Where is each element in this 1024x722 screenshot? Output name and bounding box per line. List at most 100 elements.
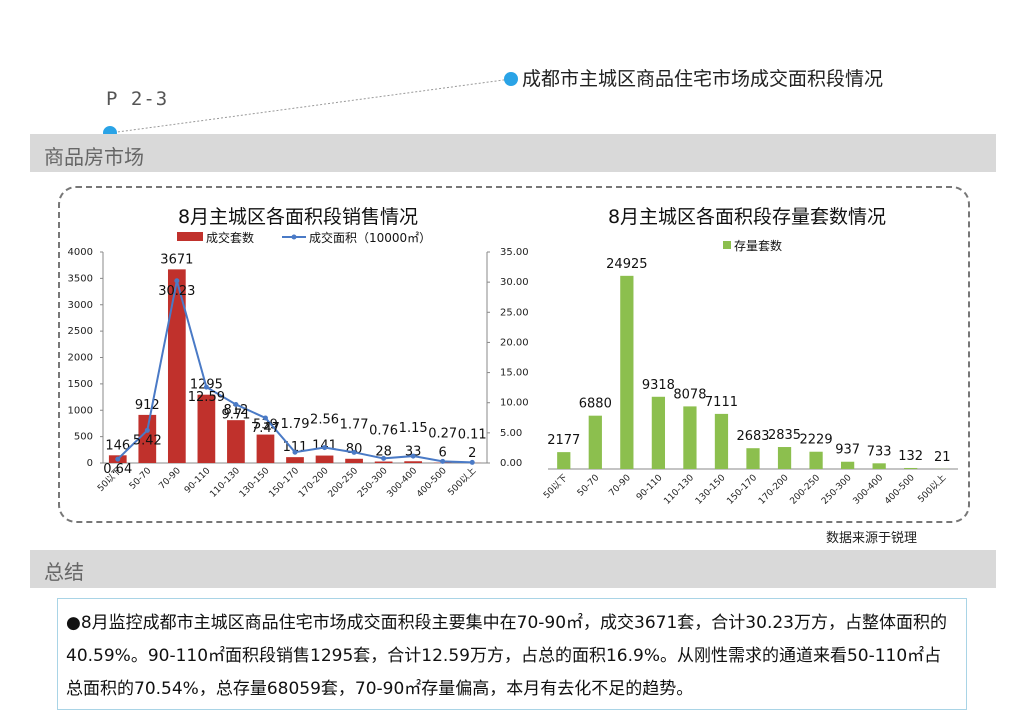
y-right-tick-label: 30.00 bbox=[500, 277, 529, 288]
legend-line-label: 成交面积（10000㎡） bbox=[309, 230, 431, 245]
stock-bar bbox=[746, 448, 760, 469]
section-bar-market bbox=[30, 134, 996, 172]
stock-bar bbox=[620, 275, 634, 469]
stock-x-tick-label: 150-170 bbox=[725, 473, 759, 507]
stock-bar bbox=[872, 463, 886, 469]
y-left-tick-label: 1500 bbox=[68, 379, 93, 390]
y-right-tick-label: 10.00 bbox=[500, 398, 529, 409]
legend-bar-label: 成交套数 bbox=[206, 230, 254, 245]
summary-text: ●8月监控成都市主城区商品住宅市场成交面积段主要集中在70-90㎡，成交3671… bbox=[66, 613, 947, 699]
area-value-label: 1.15 bbox=[399, 421, 428, 436]
y-right-tick-label: 15.00 bbox=[500, 368, 529, 379]
stock-bar bbox=[809, 451, 823, 469]
stock-bar-value-label: 9318 bbox=[642, 378, 675, 393]
area-value-label: 9.71 bbox=[221, 407, 250, 422]
stock-x-tick-label: 70-90 bbox=[607, 473, 633, 499]
legend-line-marker bbox=[291, 234, 297, 240]
stock-x-tick-label: 200-250 bbox=[789, 473, 823, 507]
y-left-tick-label: 0 bbox=[87, 458, 93, 469]
sales-bar bbox=[138, 414, 157, 463]
section-title-summary: 总结 bbox=[44, 560, 84, 584]
sales-bar bbox=[345, 458, 363, 463]
area-value-label: 30.23 bbox=[158, 284, 195, 299]
title-dot-icon bbox=[504, 72, 518, 86]
stock-bar-value-label: 7111 bbox=[705, 395, 738, 410]
stock-bar-value-label: 2177 bbox=[547, 433, 580, 448]
area-point bbox=[351, 449, 357, 455]
sales-bar bbox=[315, 455, 334, 463]
sales-bar bbox=[167, 269, 186, 463]
area-value-label: 2.56 bbox=[310, 413, 339, 428]
charts-frame bbox=[58, 186, 970, 523]
y-left-tick-label: 2000 bbox=[68, 353, 93, 364]
sales-bar bbox=[197, 394, 216, 463]
y-left-tick-label: 3500 bbox=[68, 273, 93, 284]
y-right-tick-label: 5.00 bbox=[500, 428, 522, 439]
sales-bar-value-label: 3671 bbox=[160, 252, 193, 267]
sales-bar bbox=[256, 434, 275, 463]
legend-stock-swatch bbox=[723, 241, 731, 249]
area-value-label: 0.27 bbox=[428, 426, 457, 441]
y-right-tick-label: 35.00 bbox=[500, 247, 529, 258]
stock-x-tick-label: 170-200 bbox=[757, 473, 791, 507]
area-value-label: 0.76 bbox=[369, 423, 398, 438]
stock-bar bbox=[557, 452, 571, 469]
stock-x-tick-label: 90-110 bbox=[635, 473, 665, 503]
area-point bbox=[144, 427, 150, 433]
stock-chart-title: 8月主城区各面积段存量套数情况 bbox=[608, 206, 886, 228]
stock-bar-value-label: 937 bbox=[835, 443, 860, 458]
section-title-market: 商品房市场 bbox=[44, 145, 144, 169]
stock-bar bbox=[714, 413, 729, 469]
area-point bbox=[322, 445, 328, 451]
area-value-label: 12.59 bbox=[188, 390, 225, 405]
stock-x-tick-label: 400-500 bbox=[883, 473, 917, 507]
y-left-tick-label: 500 bbox=[74, 432, 93, 443]
stock-bar-value-label: 24925 bbox=[606, 257, 647, 272]
stock-x-tick-label: 50以下 bbox=[542, 473, 570, 501]
stock-x-tick-label: 500以上 bbox=[916, 472, 949, 505]
stock-bar-value-label: 6880 bbox=[579, 397, 612, 412]
sales-bar-value-label: 28 bbox=[375, 445, 392, 460]
summary-box bbox=[57, 598, 967, 710]
stock-bar bbox=[777, 447, 792, 469]
area-value-label: 5.42 bbox=[133, 433, 162, 448]
y-left-tick-label: 3000 bbox=[68, 300, 93, 311]
stock-x-tick-label: 110-130 bbox=[662, 473, 696, 507]
stock-x-tick-label: 130-150 bbox=[694, 473, 728, 507]
legend-stock-label: 存量套数 bbox=[734, 238, 782, 253]
page-number: P 2-3 bbox=[106, 88, 169, 110]
stock-bar bbox=[904, 467, 918, 469]
sales-bar-value-label: 6 bbox=[439, 446, 447, 461]
stock-x-tick-label: 300-400 bbox=[852, 473, 886, 507]
section-bar-summary bbox=[30, 550, 996, 588]
area-value-label: 1.79 bbox=[281, 417, 310, 432]
y-left-tick-label: 4000 bbox=[68, 247, 93, 258]
sales-bar bbox=[227, 420, 245, 463]
sales-bar bbox=[286, 457, 304, 463]
y-right-tick-label: 0.00 bbox=[500, 458, 522, 469]
stock-bar bbox=[651, 396, 666, 469]
page-title: 成都市主城区商品住宅市场成交面积段情况 bbox=[522, 68, 884, 90]
sales-bar-value-label: 539 bbox=[253, 418, 278, 433]
stock-bar bbox=[588, 415, 602, 469]
stock-bar bbox=[683, 406, 697, 469]
area-value-label: 0.11 bbox=[458, 427, 487, 442]
stock-bar-value-label: 21 bbox=[934, 450, 951, 465]
y-left-tick-label: 2500 bbox=[68, 326, 93, 337]
stock-bar-value-label: 2683 bbox=[736, 429, 769, 444]
sales-bar bbox=[374, 461, 393, 463]
area-point bbox=[233, 401, 239, 407]
stock-bar bbox=[840, 461, 855, 469]
y-right-tick-label: 20.00 bbox=[500, 337, 529, 348]
area-point bbox=[469, 459, 475, 465]
area-point bbox=[203, 384, 209, 390]
stock-x-tick-label: 50-70 bbox=[576, 473, 602, 499]
sales-chart-title: 8月主城区各面积段销售情况 bbox=[178, 206, 418, 228]
stock-bar-value-label: 2229 bbox=[800, 433, 833, 448]
area-point bbox=[262, 415, 268, 421]
legend-bar-swatch bbox=[177, 232, 203, 241]
y-right-tick-label: 25.00 bbox=[500, 307, 529, 318]
area-value-label: 0.64 bbox=[103, 462, 132, 477]
